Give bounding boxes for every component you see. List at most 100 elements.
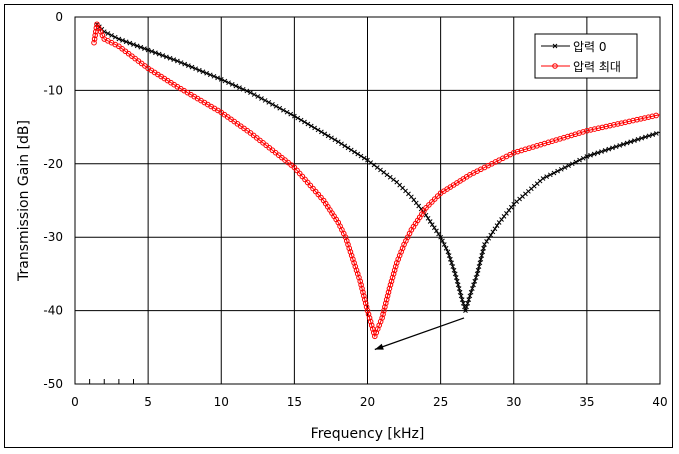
data-point <box>171 57 177 63</box>
data-point <box>602 147 608 153</box>
data-point <box>488 232 494 238</box>
data-point <box>471 282 476 288</box>
data-point <box>459 297 465 302</box>
data-point <box>120 38 125 43</box>
data-point <box>91 39 97 46</box>
data-point <box>142 46 147 52</box>
data-point <box>455 282 461 288</box>
data-point <box>322 131 328 137</box>
data-point <box>353 267 360 274</box>
data-point <box>476 264 482 269</box>
data-point <box>577 157 582 163</box>
data-point <box>434 228 439 234</box>
data-point <box>547 172 553 178</box>
data-point <box>315 127 321 133</box>
data-point <box>138 44 144 50</box>
data-point <box>378 167 383 173</box>
data-point <box>332 137 338 143</box>
data-point <box>109 32 114 38</box>
data-point <box>441 242 447 247</box>
data-point <box>346 245 353 252</box>
data-point <box>391 267 398 274</box>
y-tick-label: -20 <box>43 157 63 171</box>
data-point <box>463 308 468 313</box>
data-point <box>339 141 344 147</box>
data-point <box>207 72 213 78</box>
data-point <box>270 101 275 107</box>
data-point <box>368 322 375 329</box>
y-axis-label: Transmission Gain [dB] <box>16 120 32 282</box>
data-point <box>288 111 294 117</box>
legend-marker <box>552 43 558 49</box>
data-point <box>358 153 364 159</box>
data-point <box>312 125 317 131</box>
y-tick-label: -40 <box>43 304 63 318</box>
data-point <box>460 300 466 306</box>
data-point <box>305 121 311 127</box>
data-point <box>392 263 399 270</box>
x-tick-label: 5 <box>144 395 152 409</box>
data-point <box>149 49 155 54</box>
x-tick-label: 35 <box>579 395 594 409</box>
annotation-arrow <box>374 317 465 351</box>
data-point <box>359 285 365 292</box>
data-point <box>599 124 606 131</box>
data-point <box>624 140 630 146</box>
data-point <box>617 143 623 148</box>
data-point <box>218 77 224 82</box>
data-point <box>364 307 371 314</box>
data-point <box>468 289 474 295</box>
data-point <box>343 238 350 244</box>
data-point <box>635 137 641 142</box>
x-tick-label: 15 <box>287 395 302 409</box>
data-point <box>123 39 129 45</box>
data-point <box>361 296 368 303</box>
data-point <box>431 196 438 202</box>
data-point <box>105 31 111 36</box>
data-point <box>319 129 324 135</box>
data-point <box>193 66 199 72</box>
data-point <box>484 239 489 244</box>
data-point <box>329 135 334 141</box>
data-point <box>464 304 469 310</box>
data-point <box>255 94 261 99</box>
data-point <box>481 245 486 251</box>
data-point <box>584 127 590 134</box>
data-point <box>134 43 140 49</box>
data-point <box>490 229 496 235</box>
data-point <box>637 116 644 122</box>
data-point <box>607 122 613 129</box>
data-point <box>449 260 454 266</box>
data-point <box>262 98 268 103</box>
data-point <box>284 109 290 115</box>
data-point <box>613 144 619 150</box>
data-point <box>653 112 659 119</box>
data-point <box>358 282 364 288</box>
data-point <box>469 286 475 291</box>
data-point <box>259 96 264 101</box>
data-point <box>558 166 564 172</box>
data-point <box>360 289 366 296</box>
data-point <box>643 134 648 140</box>
data-point <box>451 267 457 273</box>
data-point <box>127 40 133 46</box>
data-point <box>292 113 297 119</box>
data-point <box>426 202 432 208</box>
data-point <box>379 315 385 321</box>
data-point <box>240 86 246 92</box>
data-point <box>423 205 429 211</box>
data-point <box>387 174 393 180</box>
data-point <box>233 83 239 89</box>
data-point <box>355 151 361 157</box>
data-point <box>603 123 609 130</box>
data-point <box>465 300 471 306</box>
data-point <box>189 64 195 70</box>
data-point <box>650 132 656 137</box>
data-point <box>273 103 279 109</box>
data-point <box>445 249 451 255</box>
data-point <box>584 154 590 159</box>
data-point <box>611 122 617 128</box>
data-point <box>365 311 372 318</box>
